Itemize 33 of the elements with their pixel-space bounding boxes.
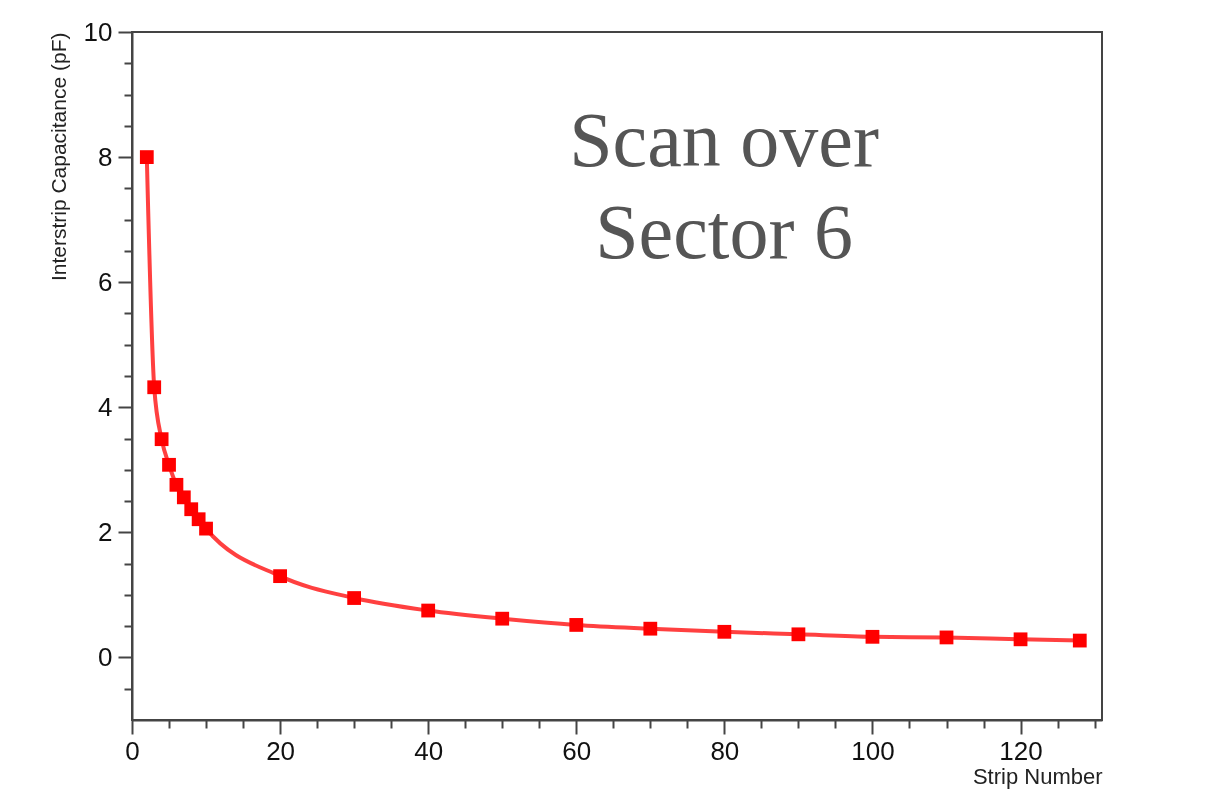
x-tick-label: 0 (125, 735, 140, 766)
point (569, 618, 584, 632)
point (176, 490, 191, 505)
y-tick-label: 8 (98, 141, 113, 172)
y-tick-label: 0 (98, 641, 113, 672)
x-tick-label: 60 (562, 735, 592, 766)
point (421, 603, 436, 618)
y-tick-label: 10 (83, 16, 113, 47)
point (643, 621, 658, 636)
x-tick-label: 20 (266, 735, 296, 766)
point (199, 521, 213, 536)
point (791, 627, 806, 642)
x-tick-label: 80 (710, 735, 740, 766)
x-axis-title: Strip Number (972, 763, 1103, 789)
y-axis-title: Interstrip Capacitance (pF) (46, 32, 70, 282)
point (154, 432, 169, 447)
y-tick-label: 4 (98, 391, 113, 422)
annotation: Scan over Sector 6 (569, 96, 879, 275)
x-tick-label: 40 (414, 735, 444, 766)
point (139, 150, 154, 164)
point (1072, 633, 1087, 648)
point (347, 591, 362, 605)
point (495, 611, 510, 626)
point (147, 380, 162, 395)
x-tick-label: 100 (851, 735, 895, 766)
y-tick-label: 6 (98, 266, 113, 297)
point (717, 624, 732, 639)
x-tick-label: 120 (999, 735, 1043, 766)
y-tick-label: 2 (98, 516, 113, 547)
point (865, 629, 880, 644)
point (1013, 632, 1028, 647)
point (273, 569, 287, 584)
point (162, 457, 176, 472)
